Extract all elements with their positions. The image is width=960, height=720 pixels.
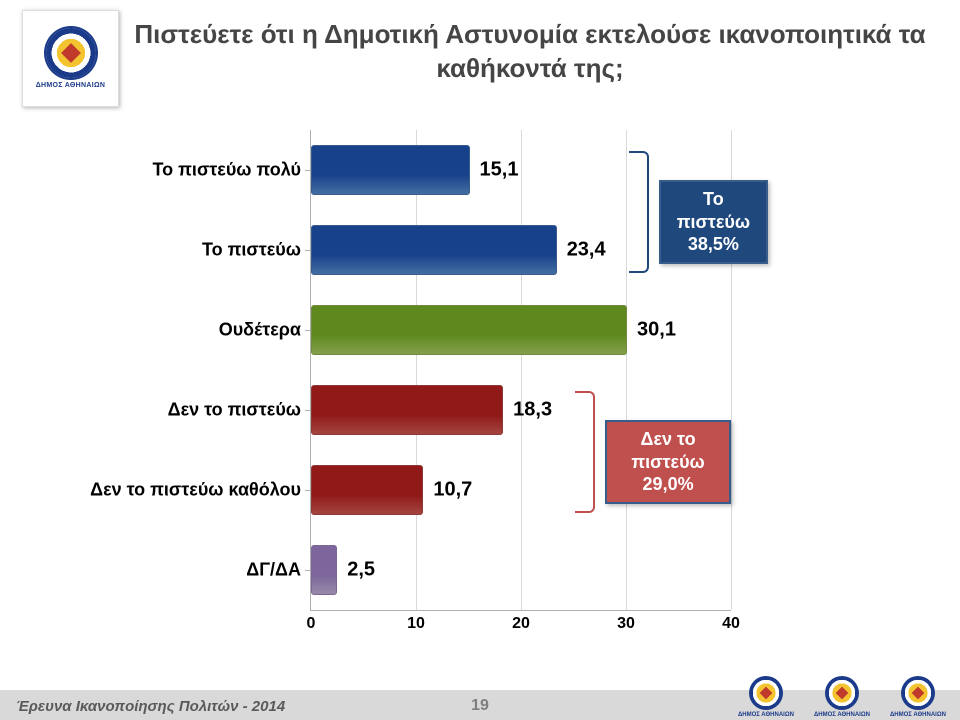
- emblem-icon: [749, 676, 783, 710]
- footer-text: Έρευνα Ικανοποίησης Πολιτών - 2014: [16, 698, 285, 715]
- chart-row: Ουδέτερα30,1: [311, 290, 731, 370]
- x-tick-label: 0: [307, 615, 316, 633]
- annotation-box: Το πιστεύω38,5%: [659, 180, 768, 264]
- group-bracket: [629, 151, 649, 273]
- footer-logo: ΔΗΜΟΣ ΑΘΗΝΑΙΩΝ: [890, 676, 946, 718]
- category-label: ΔΓ/ΔΑ: [61, 560, 311, 581]
- footer-logo-caption: ΔΗΜΟΣ ΑΘΗΝΑΙΩΝ: [738, 712, 794, 718]
- survey-bar-chart: 0 10 20 30 40 Το πιστεύω πολύ 15,1 Το πιστεύω 23…: [60, 130, 900, 650]
- emblem-icon: [901, 676, 935, 710]
- header-logo: ΔΗΜΟΣ ΑΘΗΝΑΙΩΝ: [22, 10, 119, 107]
- value-label: 30,1: [637, 319, 676, 342]
- category-label: Δεν το πιστεύω καθόλου: [61, 480, 311, 501]
- value-label: 15,1: [480, 159, 519, 182]
- x-tick-label: 20: [512, 615, 530, 633]
- bar: [311, 145, 470, 195]
- annotation-box: Δεν το πιστεύω29,0%: [605, 420, 731, 504]
- plot-area: 010203040Το πιστεύω πολύ15,1Το πιστεύω23…: [310, 130, 731, 611]
- value-label: 18,3: [513, 399, 552, 422]
- value-label: 10,7: [433, 479, 472, 502]
- logo-caption: ΔΗΜΟΣ ΑΘΗΝΑΙΩΝ: [36, 82, 106, 89]
- category-label: Ουδέτερα: [61, 320, 311, 341]
- page-title: Πιστεύετε ότι η Δημοτική Αστυνομία εκτελ…: [130, 18, 930, 86]
- bar: [311, 385, 503, 435]
- value-label: 23,4: [567, 239, 606, 262]
- bar: [311, 545, 337, 595]
- group-bracket: [575, 391, 595, 513]
- x-tick-label: 10: [407, 615, 425, 633]
- value-label: 2,5: [347, 559, 375, 582]
- category-label: Δεν το πιστεύω: [61, 400, 311, 421]
- footer-logo: ΔΗΜΟΣ ΑΘΗΝΑΙΩΝ: [738, 676, 794, 718]
- annotation-line2: 38,5%: [677, 233, 750, 256]
- annotation-line1: Το πιστεύω: [677, 188, 750, 233]
- x-tick-label: 30: [617, 615, 635, 633]
- bar: [311, 225, 557, 275]
- footer-logo-caption: ΔΗΜΟΣ ΑΘΗΝΑΙΩΝ: [814, 712, 870, 718]
- annotation-line1: Δεν το πιστεύω: [623, 428, 713, 473]
- footer-logos: ΔΗΜΟΣ ΑΘΗΝΑΙΩΝ ΔΗΜΟΣ ΑΘΗΝΑΙΩΝ ΔΗΜΟΣ ΑΘΗΝ…: [738, 676, 946, 718]
- annotation-line2: 29,0%: [623, 473, 713, 496]
- emblem-icon: [46, 28, 96, 78]
- bar: [311, 465, 423, 515]
- footer-logo-caption: ΔΗΜΟΣ ΑΘΗΝΑΙΩΝ: [890, 712, 946, 718]
- footer-logo: ΔΗΜΟΣ ΑΘΗΝΑΙΩΝ: [814, 676, 870, 718]
- bar: [311, 305, 627, 355]
- x-tick-label: 40: [722, 615, 740, 633]
- emblem-icon: [825, 676, 859, 710]
- page-number: 19: [471, 697, 489, 715]
- category-label: Το πιστεύω πολύ: [61, 160, 311, 181]
- chart-row: ΔΓ/ΔΑ2,5: [311, 530, 731, 610]
- category-label: Το πιστεύω: [61, 240, 311, 261]
